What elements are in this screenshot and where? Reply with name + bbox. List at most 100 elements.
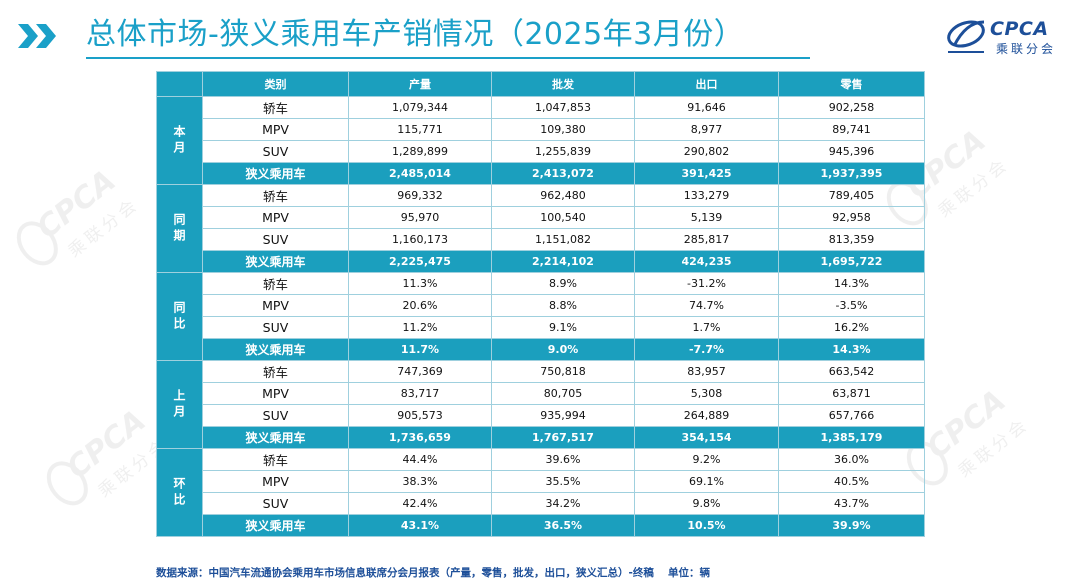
- value-cell: 20.6%: [348, 294, 492, 317]
- category-cell: MPV: [202, 294, 349, 317]
- table-header-row: 类别 产量 批发 出口 零售: [156, 71, 925, 97]
- value-cell: -7.7%: [634, 338, 779, 361]
- category-cell: 轿车: [202, 184, 349, 207]
- value-cell: 39.6%: [491, 448, 635, 471]
- category-cell: SUV: [202, 404, 349, 427]
- value-cell: 133,279: [634, 184, 779, 207]
- value-cell: 38.3%: [348, 470, 492, 493]
- category-cell: 狭义乘用车: [202, 162, 349, 185]
- value-cell: 16.2%: [778, 316, 925, 339]
- header-corner: [156, 71, 203, 97]
- value-cell: 5,139: [634, 206, 779, 229]
- value-cell: 14.3%: [778, 338, 925, 361]
- value-cell: 354,154: [634, 426, 779, 449]
- value-cell: 74.7%: [634, 294, 779, 317]
- value-cell: 264,889: [634, 404, 779, 427]
- table-total-row: 狭义乘用车 11.7% 9.0% -7.7% 14.3%: [157, 338, 925, 361]
- value-cell: 2,485,014: [348, 162, 492, 185]
- value-cell: 391,425: [634, 162, 779, 185]
- cpca-watermark-emblem-icon: [46, 461, 88, 506]
- value-cell: 83,957: [634, 360, 779, 383]
- value-cell: 663,542: [778, 360, 925, 383]
- category-cell: 狭义乘用车: [202, 338, 349, 361]
- value-cell: 945,396: [778, 140, 925, 163]
- value-cell: 69.1%: [634, 470, 779, 493]
- category-cell: MPV: [202, 118, 349, 141]
- category-cell: MPV: [202, 470, 349, 493]
- logo-wordmark: CPCA: [990, 18, 1049, 40]
- value-cell: 1,047,853: [491, 96, 635, 119]
- table-row: SUV 42.4% 34.2% 9.8% 43.7%: [157, 492, 925, 515]
- value-cell: 43.1%: [348, 514, 492, 537]
- category-cell: 轿车: [202, 272, 349, 295]
- table-row: SUV 1,160,173 1,151,082 285,817 813,359: [157, 228, 925, 251]
- table-row: 本月 轿车 1,079,344 1,047,853 91,646 902,258: [156, 96, 925, 185]
- column-header: 批发: [491, 71, 635, 97]
- table-row: SUV 905,573 935,994 264,889 657,766: [157, 404, 925, 427]
- value-cell: 1,385,179: [778, 426, 925, 449]
- group-label: 同期: [156, 184, 203, 273]
- value-cell: 1,767,517: [491, 426, 635, 449]
- category-cell: SUV: [202, 140, 349, 163]
- table-total-row: 狭义乘用车 1,736,659 1,767,517 354,154 1,385,179: [157, 426, 925, 449]
- category-cell: 狭义乘用车: [202, 514, 349, 537]
- page-title: 总体市场-狭义乘用车产销情况（2025年3月份）: [86, 17, 745, 52]
- value-cell: 10.5%: [634, 514, 779, 537]
- column-header: 零售: [778, 71, 925, 97]
- table-row: MPV 38.3% 35.5% 69.1% 40.5%: [157, 470, 925, 493]
- watermark-word: CPCA: [920, 383, 1013, 466]
- sales-table: 类别 产量 批发 出口 零售 本月 轿车 1,079,344 1,047,853 91,…: [156, 71, 925, 537]
- watermark-sub: 乘联分会: [934, 154, 1014, 222]
- value-cell: 34.2%: [491, 492, 635, 515]
- value-cell: 789,405: [778, 184, 925, 207]
- value-cell: 36.5%: [491, 514, 635, 537]
- value-cell: 63,871: [778, 382, 925, 405]
- value-cell: 290,802: [634, 140, 779, 163]
- column-header: 出口: [634, 71, 779, 97]
- value-cell: 109,380: [491, 118, 635, 141]
- value-cell: 1,695,722: [778, 250, 925, 273]
- value-cell: 1,160,173: [348, 228, 492, 251]
- table-total-row: 狭义乘用车 43.1% 36.5% 10.5% 39.9%: [157, 514, 925, 537]
- group-label: 环比: [156, 448, 203, 537]
- table-total-row: 狭义乘用车 2,225,475 2,214,102 424,235 1,695,722: [157, 250, 925, 273]
- value-cell: 91,646: [634, 96, 779, 119]
- value-cell: 424,235: [634, 250, 779, 273]
- value-cell: 1,151,082: [491, 228, 635, 251]
- value-cell: 9.2%: [634, 448, 779, 471]
- value-cell: -3.5%: [778, 294, 925, 317]
- category-cell: SUV: [202, 228, 349, 251]
- value-cell: 42.4%: [348, 492, 492, 515]
- value-cell: 1,079,344: [348, 96, 492, 119]
- table-row: 同期 轿车 969,332 962,480 133,279 789,405: [156, 184, 925, 273]
- table-row: 环比 轿车 44.4% 39.6% 9.2% 36.0%: [156, 448, 925, 537]
- table-row: MPV 83,717 80,705 5,308 63,871: [157, 382, 925, 405]
- value-cell: 11.7%: [348, 338, 492, 361]
- value-cell: 1,937,395: [778, 162, 925, 185]
- value-cell: 11.3%: [348, 272, 492, 295]
- value-cell: 80,705: [491, 382, 635, 405]
- value-cell: 285,817: [634, 228, 779, 251]
- cpca-logo-icon: [947, 20, 985, 53]
- watermark-word: CPCA: [30, 163, 123, 246]
- category-cell: SUV: [202, 316, 349, 339]
- table-row: SUV 11.2% 9.1% 1.7% 16.2%: [157, 316, 925, 339]
- watermark-sub: 乘联分会: [954, 414, 1034, 482]
- value-cell: 89,741: [778, 118, 925, 141]
- table-row: 同比 轿车 11.3% 8.9% -31.2% 14.3%: [156, 272, 925, 361]
- category-cell: MPV: [202, 382, 349, 405]
- value-cell: 9.1%: [491, 316, 635, 339]
- value-cell: 9.8%: [634, 492, 779, 515]
- value-cell: 2,413,072: [491, 162, 635, 185]
- value-cell: -31.2%: [634, 272, 779, 295]
- value-cell: 9.0%: [491, 338, 635, 361]
- value-cell: 115,771: [348, 118, 492, 141]
- group-label: 本月: [156, 96, 203, 185]
- value-cell: 902,258: [778, 96, 925, 119]
- category-cell: 轿车: [202, 96, 349, 119]
- value-cell: 5,308: [634, 382, 779, 405]
- category-cell: SUV: [202, 492, 349, 515]
- value-cell: 935,994: [491, 404, 635, 427]
- value-cell: 969,332: [348, 184, 492, 207]
- category-cell: 轿车: [202, 448, 349, 471]
